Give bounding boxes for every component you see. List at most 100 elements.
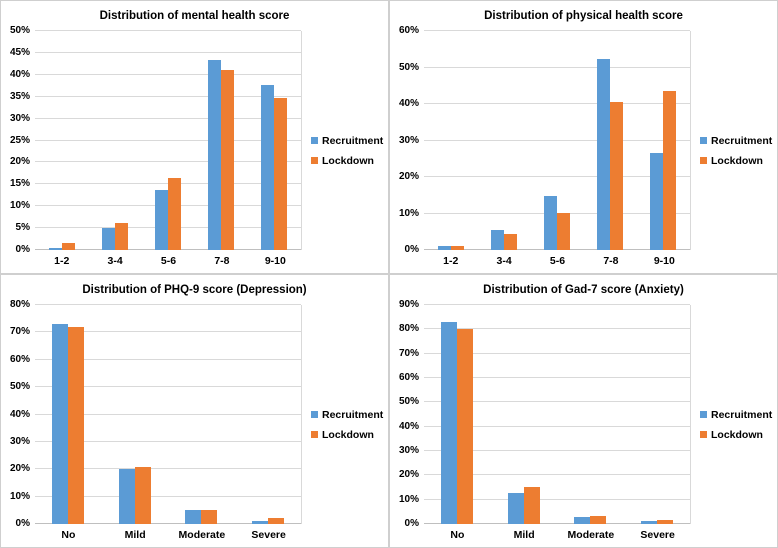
x-axis-category-label: 3-4 (496, 255, 512, 267)
x-axis-category-label: 5-6 (160, 255, 177, 267)
gridline (35, 413, 301, 415)
gridline (424, 328, 690, 330)
category-slot (88, 31, 141, 250)
legend-item-lockdown: Lockdown (311, 155, 386, 167)
bar-pair (251, 305, 284, 524)
x-axis-category-label: Moderate (567, 529, 615, 541)
chart-body: 0% 10% 20% 30% 40% 50% 60% 70% 80% 90% No Mild Mode… (390, 300, 777, 547)
bar-pair (261, 31, 288, 250)
y-axis-tick-label: 60% (398, 25, 419, 36)
plot-column: No Mild Moderate Severe (35, 304, 302, 544)
chart-body: 0% 10% 20% 30% 40% 50% 60% 1-2 3-4 5-6 7-8 9-10 Re… (390, 25, 777, 273)
y-axis-tick-label: 40% (9, 68, 30, 80)
y-axis-tick-label: 10% (9, 200, 30, 212)
recruitment-bar (650, 152, 664, 250)
y-axis: 0% 10% 20% 30% 40% 50% 60% 70% 80% (3, 300, 35, 544)
recruitment-legend-swatch-icon (311, 137, 318, 144)
category-slot (235, 305, 302, 524)
y-axis-tick-label: 5% (15, 222, 30, 234)
x-axis-category-label: 3-4 (107, 255, 123, 267)
y-axis-tick-label: 30% (398, 134, 419, 146)
plot-column: 1-2 3-4 5-6 7-8 9-10 (424, 30, 691, 270)
plot-area (35, 304, 302, 524)
y-axis-tick-label: 40% (398, 98, 419, 110)
gridline (424, 401, 690, 403)
x-axis-category-label: 7-8 (603, 255, 619, 267)
bar-pair (118, 305, 151, 524)
lockdown-bar (134, 467, 151, 524)
gridline (35, 495, 301, 497)
gridline (35, 304, 301, 305)
x-axis-category-label: No (450, 529, 465, 541)
recruitment-bar (441, 322, 458, 524)
gridline (424, 450, 690, 452)
legend-item-recruitment: Recruitment (700, 409, 775, 421)
gridline (424, 474, 690, 476)
legend-label: Recruitment (322, 134, 384, 147)
recruitment-bar (490, 229, 504, 250)
physical-health-score-chart: Distribution of physical health score 0%… (389, 0, 778, 274)
y-axis-tick-label: 25% (9, 134, 30, 146)
lockdown-bar (450, 245, 464, 250)
recruitment-bar (640, 521, 657, 524)
gridline (424, 304, 690, 305)
x-axis-category-label: 1-2 (443, 255, 459, 267)
x-axis: No Mild Moderate Severe (424, 524, 691, 544)
category-slot (477, 31, 530, 250)
bars-layer (424, 31, 690, 250)
y-axis-tick-label: 90% (398, 299, 419, 310)
bar-pair (208, 31, 235, 250)
y-axis-tick-label: 45% (9, 46, 30, 58)
y-axis-tick-label: 60% (398, 372, 419, 384)
legend-item-recruitment: Recruitment (700, 135, 775, 147)
y-axis-tick-label: 40% (9, 408, 30, 420)
legend: Recruitment Lockdown (691, 305, 775, 544)
gridline (424, 176, 690, 178)
bar-pair (507, 305, 540, 524)
gridline (35, 73, 301, 75)
lockdown-bar (267, 517, 284, 524)
bar-pair (48, 31, 75, 250)
y-axis-tick-label: 20% (398, 469, 419, 481)
lockdown-bar (557, 212, 570, 250)
category-slot (624, 305, 691, 524)
lockdown-bar (274, 98, 288, 250)
mental-health-score-chart: Distribution of mental health score 0% 5%… (0, 0, 389, 274)
chart-body: 0% 10% 20% 30% 40% 50% 60% 70% 80% No Mild Moderat… (1, 300, 388, 547)
x-axis: No Mild Moderate Severe (35, 524, 302, 544)
gridline (424, 352, 690, 354)
lockdown-bar (168, 178, 181, 250)
y-axis-scale: 0% 5% 10% 15% 20% 25% 30% 35% 40% 45% 50% (3, 26, 35, 255)
bar-pair (574, 305, 607, 524)
bars-layer (35, 305, 301, 524)
legend-label: Recruitment (711, 408, 773, 421)
y-axis-tick-label: 50% (398, 396, 419, 408)
gridline (424, 425, 690, 427)
recruitment-bar (185, 510, 202, 524)
gridline (35, 358, 301, 360)
y-axis: 0% 10% 20% 30% 40% 50% 60% 70% 80% 90% (392, 300, 424, 544)
plot-column: No Mild Moderate Severe (424, 304, 691, 544)
lockdown-bar (590, 516, 607, 524)
category-slot (491, 305, 558, 524)
plot-column: 1-2 3-4 5-6 7-8 9-10 (35, 30, 302, 270)
legend: Recruitment Lockdown (302, 305, 386, 544)
y-axis-tick-label: 15% (9, 178, 30, 190)
y-axis-tick-label: 80% (9, 299, 30, 310)
y-axis-tick-label: 80% (398, 323, 419, 335)
y-axis-tick-label: 10% (398, 493, 419, 505)
x-axis-category-label: 9-10 (264, 255, 286, 267)
chart-body: 0% 5% 10% 15% 20% 25% 30% 35% 40% 45% 50% 1-2 3-4 5-… (1, 26, 388, 273)
lockdown-legend-swatch-icon (700, 157, 707, 164)
gridline (35, 331, 301, 333)
gridline (35, 117, 301, 119)
x-axis-baseline (35, 523, 301, 524)
recruitment-bar (155, 189, 168, 250)
gridline (424, 103, 690, 105)
legend-label: Recruitment (711, 134, 773, 147)
y-axis-tick-label: 70% (9, 326, 30, 338)
recruitment-bar (118, 469, 135, 524)
gridline (424, 139, 690, 141)
gridline (424, 377, 690, 379)
x-axis: 1-2 3-4 5-6 7-8 9-10 (424, 250, 691, 270)
